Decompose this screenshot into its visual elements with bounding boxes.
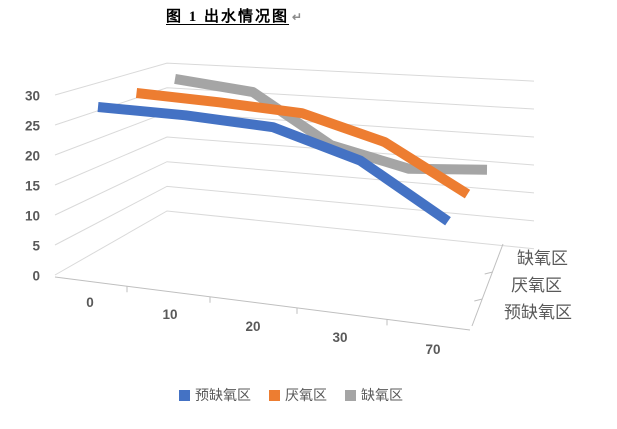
category-tick-label: 10: [162, 307, 177, 322]
value-tick-label: 5: [32, 239, 40, 254]
value-tick-label: 10: [25, 209, 40, 224]
gridline: [54, 87, 535, 126]
value-tick-label: 30: [25, 89, 40, 104]
category-tick-label: 20: [245, 319, 260, 334]
series-ribbons: [97, 73, 488, 226]
legend-item: 厌氧区: [269, 385, 327, 405]
depth-axis-label: 缺氧区: [517, 249, 568, 268]
legend-label: 缺氧区: [361, 387, 403, 403]
gridline: [54, 185, 535, 246]
value-tick-label: 25: [25, 119, 41, 134]
gridline: [54, 136, 535, 186]
depth-axis-label: 厌氧区: [511, 276, 562, 295]
gridline: [54, 161, 535, 216]
legend-swatch: [269, 389, 280, 401]
legend-swatch: [345, 389, 356, 401]
category-tick-label: 70: [425, 342, 440, 357]
value-tick-label: 20: [25, 149, 40, 164]
legend-item: 缺氧区: [345, 385, 403, 405]
depth-axis-tick: [484, 271, 493, 275]
series-ribbon: [135, 88, 471, 199]
legend-item: 预缺氧区: [179, 385, 251, 405]
depth-axis-label: 预缺氧区: [504, 303, 572, 322]
legend-swatch: [179, 389, 190, 401]
gridlines: [54, 62, 535, 276]
gridline: [54, 210, 535, 276]
category-axis: [54, 276, 471, 331]
depth-axis-line: [471, 243, 504, 327]
category-tick-label: 0: [86, 295, 94, 310]
category-tick-label: 30: [332, 330, 347, 345]
figure-title: 图 1 出水情况图 ↵: [166, 5, 302, 26]
figure-title-text: 图 1 出水情况图: [166, 9, 290, 25]
value-axis-labels: 0 5 10 15 20 25 30: [25, 89, 41, 284]
depth-axis-tick: [474, 298, 483, 302]
legend-label: 厌氧区: [285, 387, 327, 403]
depth-axis: [471, 243, 504, 327]
category-axis-labels: 0 10 20 30 70: [86, 295, 440, 357]
value-tick-label: 15: [25, 179, 41, 194]
chart-legend: 预缺氧区 厌氧区 缺氧区: [179, 385, 403, 405]
legend-label: 预缺氧区: [195, 387, 251, 403]
paragraph-mark-icon: ↵: [292, 10, 303, 24]
value-tick-label: 0: [32, 269, 40, 284]
series-ribbon: [97, 102, 451, 226]
gridline: [54, 62, 535, 96]
category-axis-line: [54, 276, 471, 331]
